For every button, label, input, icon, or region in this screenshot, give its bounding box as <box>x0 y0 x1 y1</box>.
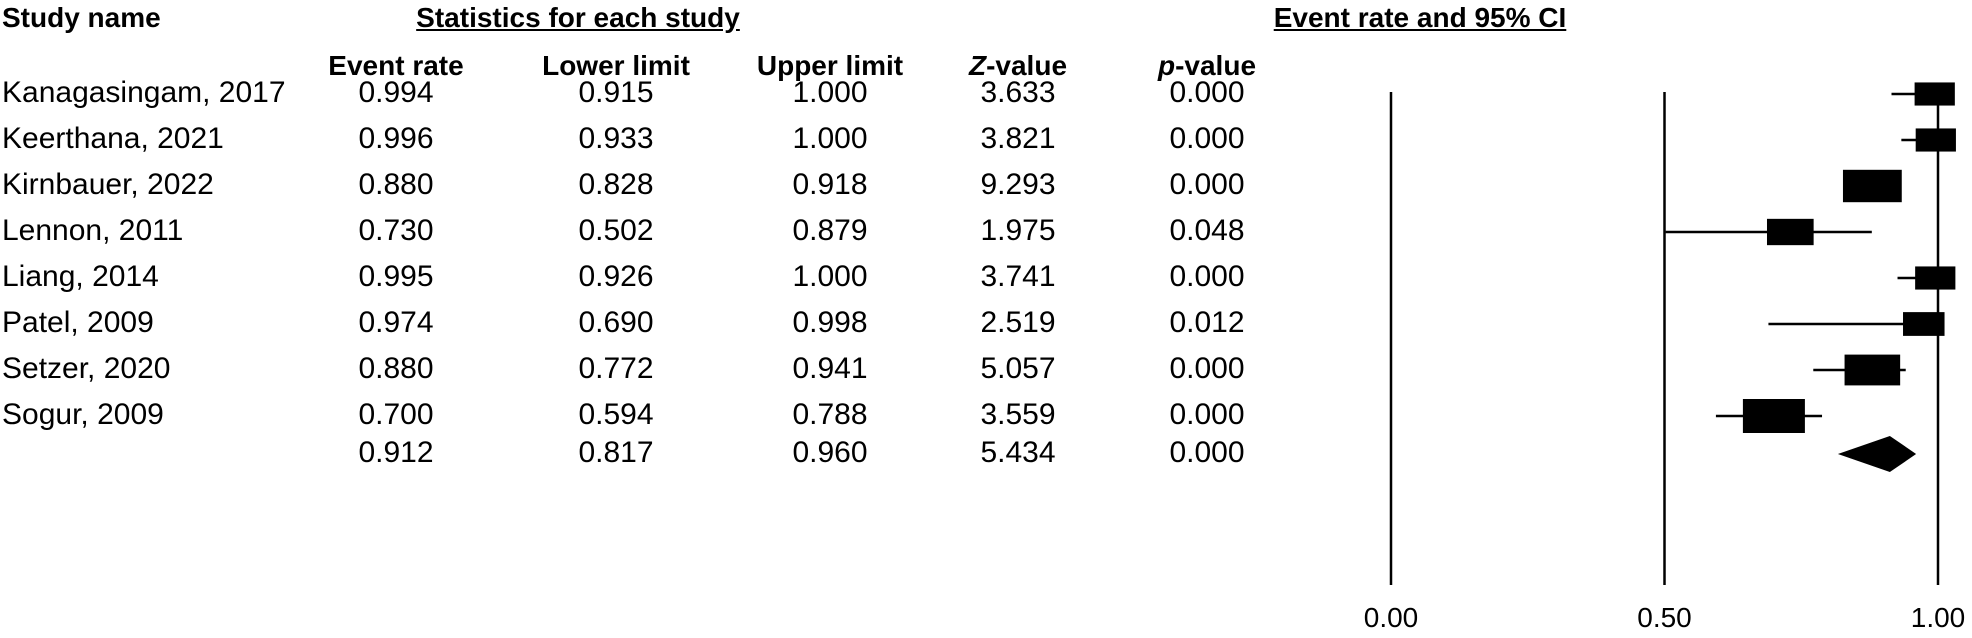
z-value-cell: 3.821 <box>980 122 1056 155</box>
stats-group-header: Statistics for each study <box>416 2 740 33</box>
p-value-cell: 0.000 <box>1169 436 1245 469</box>
x-tick-label: 0.00 <box>1364 602 1419 633</box>
event-rate-cell: 0.912 <box>358 436 434 469</box>
upper-limit-cell: 0.788 <box>792 398 868 431</box>
event-rate-cell: 0.995 <box>358 260 434 293</box>
p-value-cell: 0.012 <box>1169 306 1245 339</box>
lower-limit-cell: 0.817 <box>578 436 654 469</box>
study-name-cell: Patel, 2009 <box>2 306 154 339</box>
upper-limit-cell: 1.000 <box>792 122 868 155</box>
event-rate-cell: 0.974 <box>358 306 434 339</box>
upper-limit-cell: 0.960 <box>792 436 868 469</box>
z-value-cell: 2.519 <box>980 306 1056 339</box>
lower-limit-cell: 0.915 <box>578 76 654 109</box>
study-name-cell: Setzer, 2020 <box>2 352 171 385</box>
event-rate-cell: 0.996 <box>358 122 434 155</box>
lower-limit-cell: 0.772 <box>578 352 654 385</box>
study-name-cell: Sogur, 2009 <box>2 398 164 431</box>
effect-box <box>1842 169 1902 203</box>
effect-box <box>1914 82 1955 106</box>
x-tick-label: 1.00 <box>1911 602 1966 633</box>
event-rate-cell: 0.880 <box>358 352 434 385</box>
upper-limit-cell: 1.000 <box>792 260 868 293</box>
summary-diamond <box>1837 436 1917 472</box>
plot-title: Event rate and 95% CI <box>1273 2 1567 33</box>
event-rate-cell: 0.880 <box>358 168 434 201</box>
lower-limit-cell: 0.594 <box>578 398 654 431</box>
effect-box <box>1742 399 1805 433</box>
upper-limit-cell: 0.879 <box>792 214 868 247</box>
z-value-cell: 5.057 <box>980 352 1056 385</box>
p-value-cell: 0.000 <box>1169 168 1245 201</box>
effect-box <box>1903 312 1945 336</box>
lower-limit-cell: 0.933 <box>578 122 654 155</box>
lower-limit-cell: 0.926 <box>578 260 654 293</box>
upper-limit-cell: 1.000 <box>792 76 868 109</box>
z-value-cell: 3.741 <box>980 260 1056 293</box>
z-value-cell: 9.293 <box>980 168 1056 201</box>
upper-limit-cell: 0.998 <box>792 306 868 339</box>
lower-limit-cell: 0.828 <box>578 168 654 201</box>
upper-limit-cell: 0.941 <box>792 352 868 385</box>
lower-limit-cell: 0.502 <box>578 214 654 247</box>
p-value-cell: 0.000 <box>1169 352 1245 385</box>
p-value-cell: 0.000 <box>1169 122 1245 155</box>
event-rate-header: Event rate <box>328 50 464 81</box>
z-value-cell: 5.434 <box>980 436 1056 469</box>
p-value-cell: 0.000 <box>1169 398 1245 431</box>
study-name-header: Study name <box>2 2 161 33</box>
event-rate-cell: 0.994 <box>358 76 434 109</box>
upper-limit-cell: 0.918 <box>792 168 868 201</box>
z-value-header: Z-value <box>968 50 1068 81</box>
p-value-cell: 0.048 <box>1169 214 1245 247</box>
upper-limit-header: Upper limit <box>756 50 904 81</box>
event-rate-cell: 0.730 <box>358 214 434 247</box>
study-name-cell: Keerthana, 2021 <box>2 122 224 155</box>
study-name-cell: Kanagasingam, 2017 <box>2 76 286 109</box>
lower-limit-cell: 0.690 <box>578 306 654 339</box>
study-name-cell: Kirnbauer, 2022 <box>2 168 214 201</box>
event-rate-cell: 0.700 <box>358 398 434 431</box>
x-tick-label: 0.50 <box>1637 602 1692 633</box>
z-value-cell: 3.559 <box>980 398 1056 431</box>
z-value-cell: 3.633 <box>980 76 1056 109</box>
p-value-cell: 0.000 <box>1169 260 1245 293</box>
z-value-cell: 1.975 <box>980 214 1056 247</box>
effect-box <box>1915 128 1956 152</box>
p-value-header: p-value <box>1157 50 1257 81</box>
study-name-cell: Liang, 2014 <box>2 260 159 293</box>
effect-box <box>1766 218 1814 246</box>
p-value-cell: 0.000 <box>1169 76 1245 109</box>
study-name-cell: Lennon, 2011 <box>2 214 184 247</box>
effect-box <box>1915 266 1956 290</box>
lower-limit-header: Lower limit <box>542 50 690 81</box>
effect-box <box>1844 354 1901 386</box>
